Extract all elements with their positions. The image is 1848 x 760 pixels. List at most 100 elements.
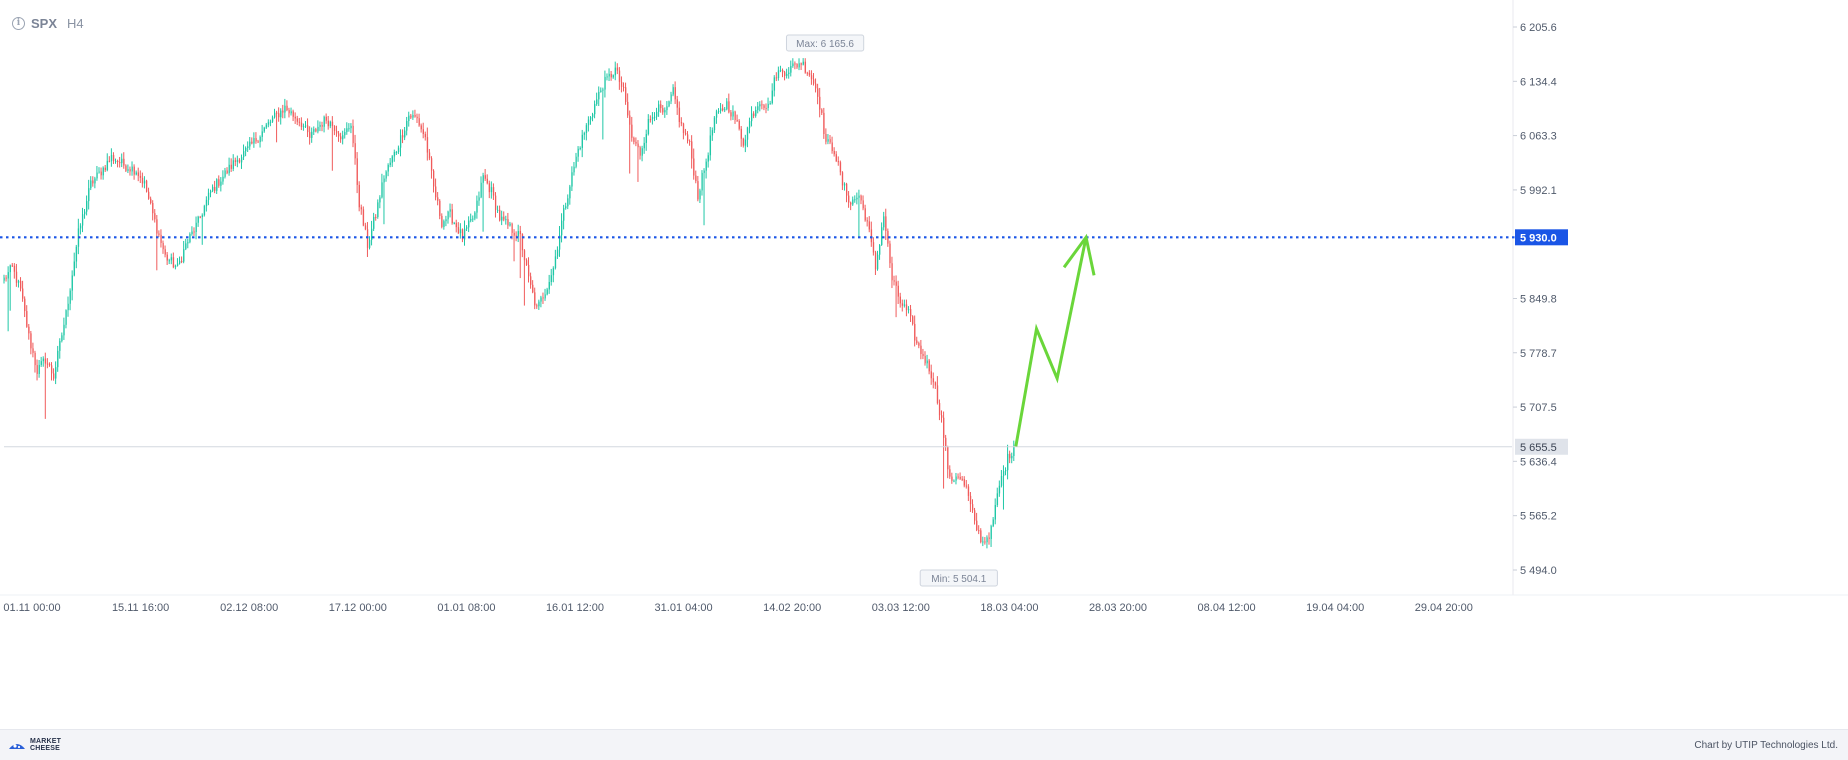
candle-body (660, 104, 662, 109)
candle-body (247, 146, 249, 148)
candle-body (953, 480, 955, 482)
candle-body (689, 141, 691, 143)
max-price-label[interactable]: Max: 6 165.6 (785, 34, 865, 52)
candle-body (255, 138, 257, 142)
candle-body (509, 223, 511, 226)
candle-body (410, 115, 412, 118)
candle-body (133, 166, 135, 175)
candle-body (713, 117, 716, 131)
candle-body (641, 148, 643, 156)
candle-body (364, 225, 367, 230)
candle-body (874, 252, 877, 270)
forecast-arrow-line[interactable] (1014, 237, 1088, 447)
candle-body (197, 216, 199, 223)
candle-body (385, 171, 387, 179)
min-price-label[interactable]: Min: 5 504.1 (919, 569, 998, 587)
candle-body (492, 187, 495, 196)
candle-body (185, 243, 187, 250)
candle-body (988, 537, 990, 539)
candle-body (540, 297, 542, 302)
candle-body (670, 94, 672, 102)
candle-body (829, 139, 831, 143)
candle-body (253, 138, 255, 144)
candle-body (453, 222, 455, 224)
candle-body (569, 186, 571, 199)
candle-body (26, 311, 28, 327)
candle-body (274, 112, 276, 118)
candle-body (317, 126, 319, 132)
candle-body (497, 209, 499, 211)
target-level-badge-text: 5 930.0 (1520, 232, 1557, 244)
candle-body (554, 256, 557, 269)
candle-body (36, 365, 38, 374)
candle-body (131, 166, 133, 172)
candle-body (104, 167, 106, 171)
candle-body (90, 180, 92, 189)
candle-body (408, 115, 410, 122)
candle-body (990, 526, 992, 539)
candle-body (589, 117, 592, 120)
candle-body (790, 66, 792, 73)
candle-body (887, 230, 889, 244)
candle-body (1013, 446, 1015, 456)
candle-body (751, 113, 753, 122)
candle-body (360, 207, 363, 210)
current-price-badge-text: 5 655.5 (1520, 442, 1557, 454)
candle-body (982, 541, 984, 543)
candle-body (81, 214, 84, 226)
candle-body (697, 181, 699, 200)
candle-body (356, 158, 358, 185)
x-tick-label: 18.03 04:00 (980, 602, 1038, 614)
candle-body (899, 296, 902, 304)
candle-body (96, 172, 98, 179)
candle-body (75, 246, 78, 262)
candle-body (610, 73, 612, 78)
candle-body (98, 171, 100, 173)
candle-body (119, 162, 121, 164)
candle-body (852, 199, 854, 205)
market-cheese-logo[interactable]: MARKET CHEESE (8, 738, 61, 752)
chart-credit[interactable]: Chart by UTIP Technologies Ltd. (1694, 740, 1838, 751)
candle-body (154, 213, 156, 220)
candle-body (891, 263, 893, 281)
candle-body (567, 198, 569, 207)
candle-body (240, 157, 243, 163)
candle-body (538, 301, 540, 307)
candle-body (850, 202, 852, 205)
timeframe-label[interactable]: H4 (67, 15, 84, 31)
candle-body (340, 136, 342, 140)
candle-body (998, 485, 1001, 494)
candle-body (488, 183, 491, 193)
candle-body (515, 235, 517, 237)
candle-body (843, 183, 846, 186)
candle-body (125, 165, 127, 171)
candle-body (199, 216, 201, 218)
candle-body (757, 106, 759, 110)
candle-body (523, 250, 526, 261)
forecast-arrowhead[interactable] (1062, 233, 1096, 276)
candle-body (794, 63, 796, 65)
candle-body (249, 141, 251, 147)
candle-body (251, 141, 253, 144)
candle-body (129, 169, 131, 172)
candle-body (625, 87, 627, 102)
candle-body (711, 130, 714, 136)
candle-body (614, 67, 617, 76)
candle-body (494, 195, 497, 210)
candle-body (112, 155, 115, 162)
candle-body (957, 476, 959, 478)
candle-body (53, 373, 55, 379)
candle-body (951, 476, 953, 481)
candle-body (930, 371, 932, 379)
candle-body (288, 110, 290, 114)
candle-body (922, 353, 924, 356)
candle-body (451, 209, 453, 224)
target-level-badge[interactable] (1515, 229, 1568, 246)
candle-body (563, 208, 565, 221)
candle-body (895, 281, 897, 286)
info-icon[interactable]: i (12, 16, 25, 30)
candle-body (841, 172, 844, 186)
candle-body (963, 479, 966, 486)
candle-body (656, 111, 658, 117)
